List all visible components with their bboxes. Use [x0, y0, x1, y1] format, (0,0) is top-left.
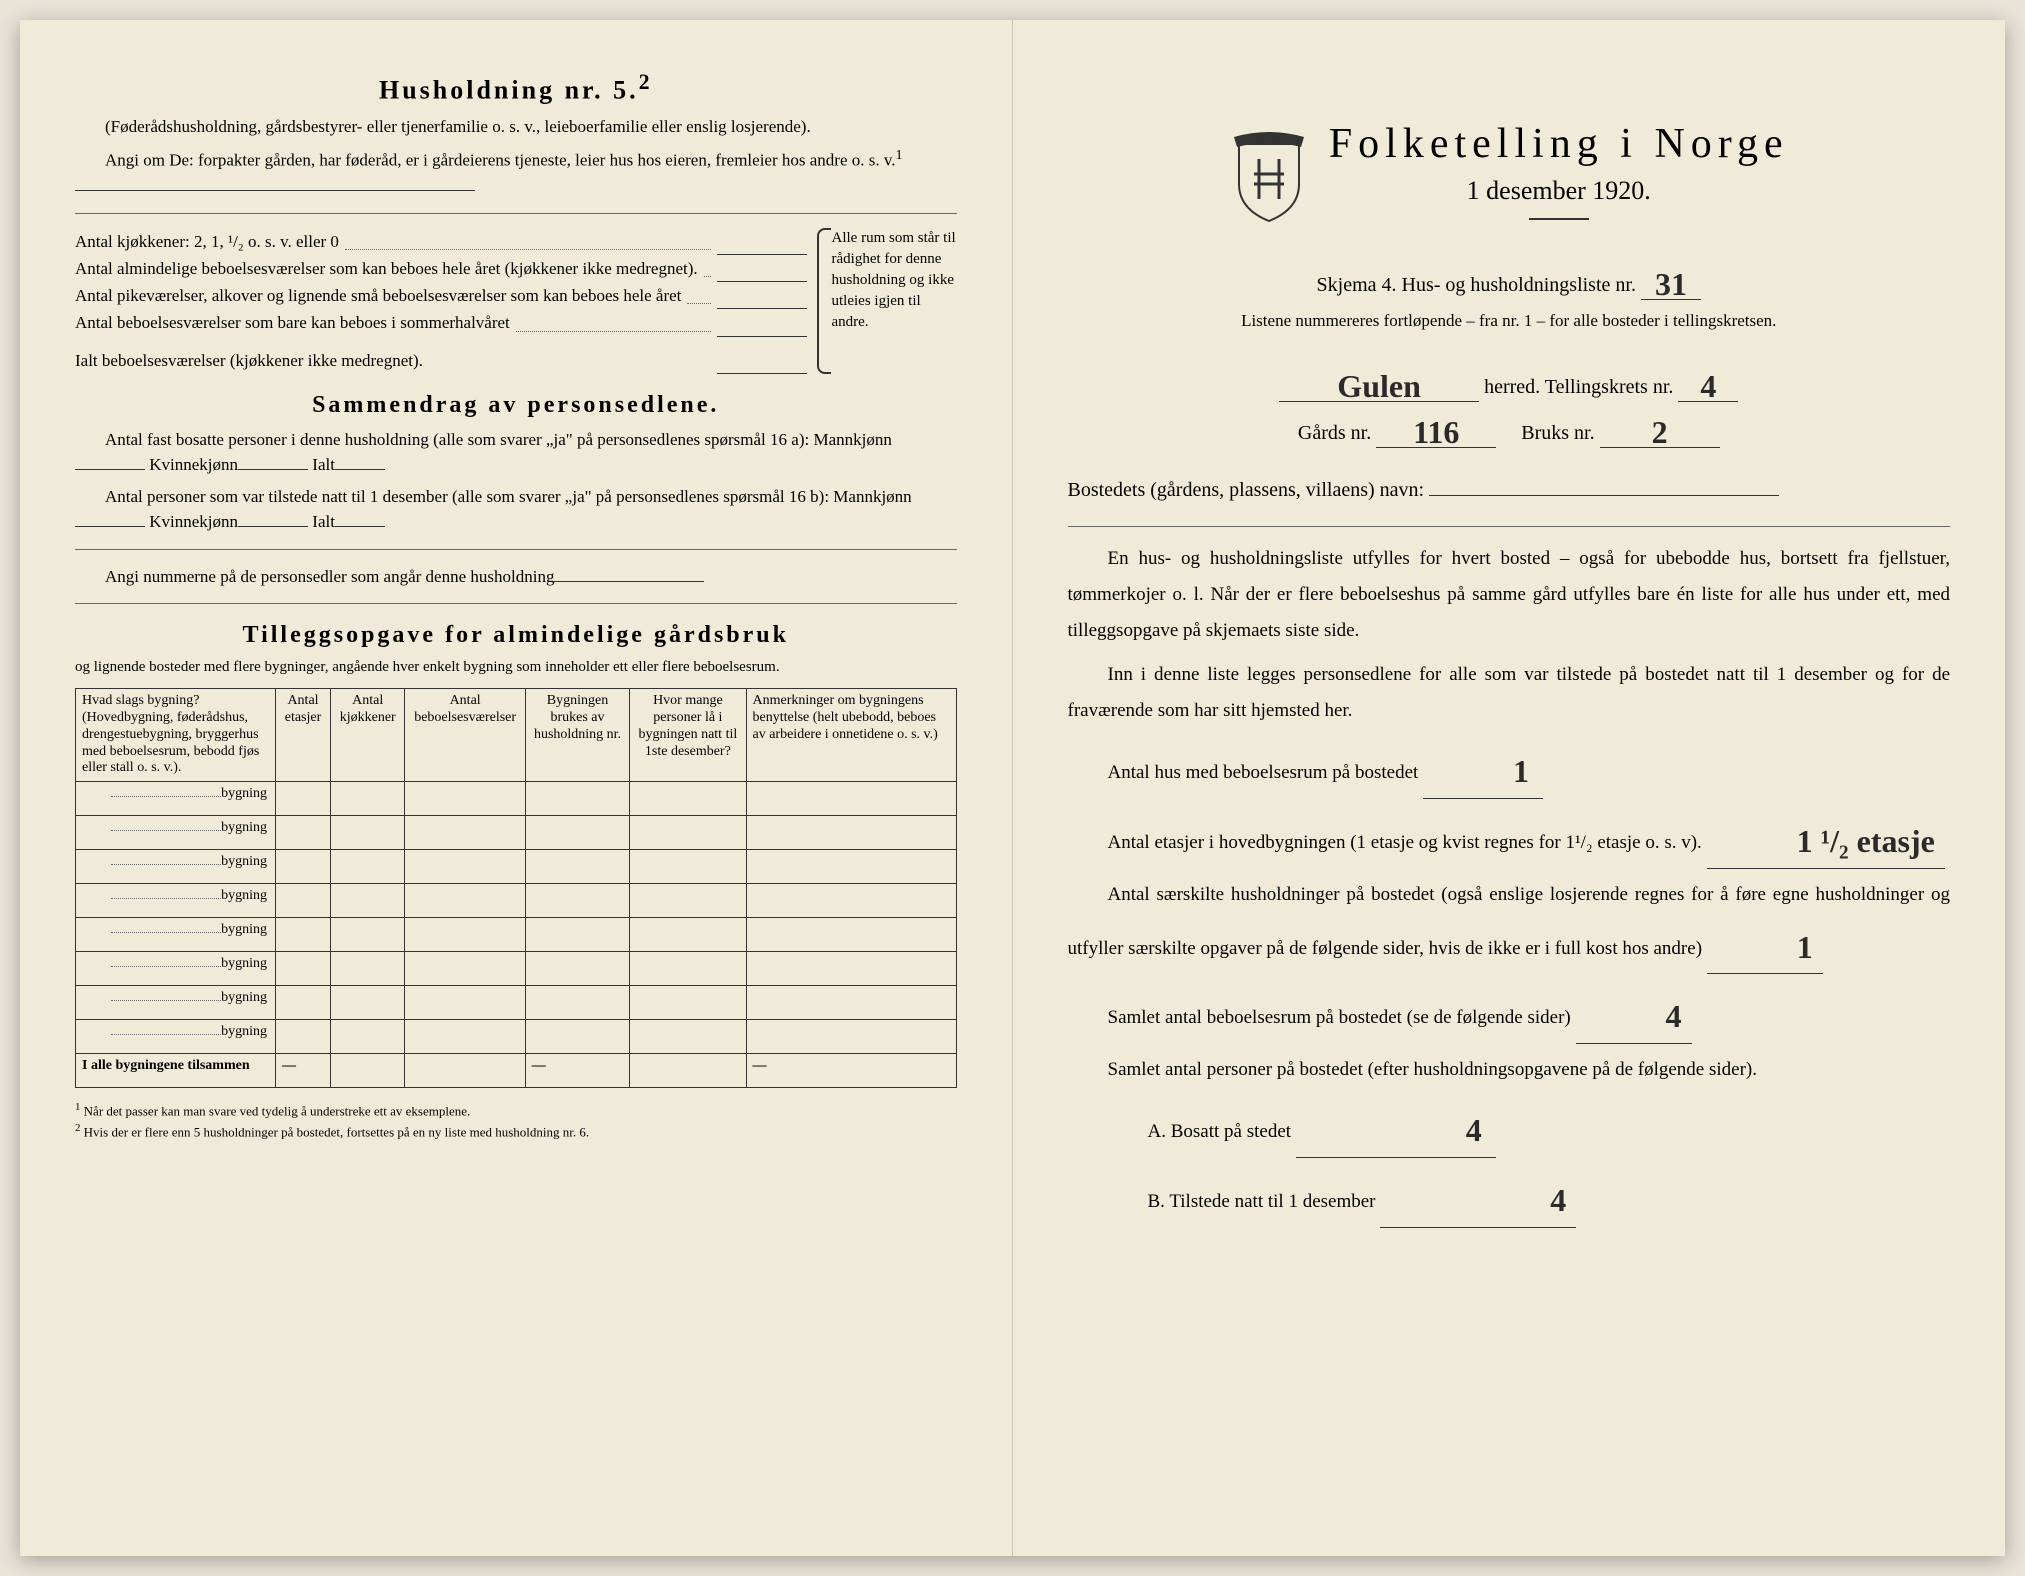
samm-line1: Antal fast bosatte personer i denne hush…: [75, 427, 957, 478]
liste-nr: 31: [1645, 266, 1697, 303]
footnotes: 1 Når det passer kan man svare ved tydel…: [75, 1100, 957, 1141]
rooms-section: Antal kjøkkener: 2, 1, ¹/₂ o. s. v. elle…: [75, 228, 957, 374]
kjokken-label: Antal kjøkkener: 2, 1, ¹/₂ o. s. v. elle…: [75, 228, 339, 255]
antal-hus: 1: [1463, 741, 1539, 802]
table-row: bygning: [76, 952, 957, 986]
samlet-beb-val: 4: [1616, 986, 1692, 1047]
tillegg-sub: og lignende bosteder med flere bygninger…: [75, 657, 957, 678]
skjema-row: Skjema 4. Hus- og husholdningsliste nr. …: [1068, 262, 1951, 300]
right-page: Folketelling i Norge 1 desember 1920. Sk…: [1013, 20, 2006, 1556]
table-row: bygning: [76, 884, 957, 918]
col-vaerelser: Antal beboelsesværelser: [405, 689, 525, 782]
table-row: bygning: [76, 782, 957, 816]
title-row: Folketelling i Norge 1 desember 1920.: [1068, 120, 1951, 232]
body-text-1: En hus- og husholdningsliste utfylles fo…: [1068, 541, 1951, 649]
bruks-nr: 2: [1642, 414, 1678, 451]
table-row: bygning: [76, 1020, 957, 1054]
angi-text: Angi om De: forpakter gården, har føderå…: [75, 145, 957, 199]
pike-label: Antal pikeværelser, alkover og lignende …: [75, 282, 681, 309]
angi-nummer: Angi nummerne på de personsedler som ang…: [75, 564, 957, 590]
col-anmerkninger: Anmerkninger om bygningens benyttelse (h…: [746, 689, 956, 782]
col-bygning: Hvad slags bygning? (Hovedbygning, føder…: [76, 689, 276, 782]
saerskilte-row: Antal særskilte husholdninger på bostede…: [1068, 877, 1951, 975]
col-husholdning: Bygningen brukes av husholdning nr.: [525, 689, 629, 782]
bosatt-val: 4: [1376, 1100, 1492, 1161]
krets-nr: 4: [1690, 368, 1726, 405]
husholdning-subtitle: (Føderådshusholdning, gårdsbestyrer- ell…: [75, 114, 957, 140]
tillegg-table: Hvad slags bygning? (Hovedbygning, føder…: [75, 688, 957, 1088]
left-page: Husholdning nr. 5.2 (Føderådshusholdning…: [20, 20, 1013, 1556]
crest-icon: [1229, 129, 1309, 224]
table-row: bygning: [76, 986, 957, 1020]
samlet-beb-row: Samlet antal beboelsesrum på bostedet (s…: [1068, 982, 1951, 1044]
gards-nr: 116: [1403, 414, 1469, 451]
col-etasjer: Antal etasjer: [276, 689, 331, 782]
body-text-2: Inn i denne liste legges personsedlene f…: [1068, 657, 1951, 729]
husholdning-title: Husholdning nr. 5.2: [75, 70, 957, 106]
table-row: bygning: [76, 816, 957, 850]
ialt-label: Ialt beboelsesværelser (kjøkkener ikke m…: [75, 347, 423, 374]
table-sum-row: I alle bygningene tilsammen———: [76, 1054, 957, 1088]
bosted-row: Bostedets (gårdens, plassens, villaens) …: [1068, 468, 1951, 512]
herred-row: Gulen herred. Tellingskrets nr. 4: [1068, 364, 1951, 402]
etasjer-val: 1 ¹/₂ etasje: [1747, 811, 1945, 872]
tilstede-val: 4: [1460, 1170, 1576, 1231]
etasjer-row: Antal etasjer i hovedbygningen (1 etasje…: [1068, 807, 1951, 869]
sommer-label: Antal beboelsesværelser som bare kan beb…: [75, 309, 510, 336]
sammendrag-title: Sammendrag av personsedlene.: [75, 392, 957, 419]
main-title: Folketelling i Norge: [1329, 120, 1789, 168]
table-header-row: Hvad slags bygning? (Hovedbygning, føder…: [76, 689, 957, 782]
saerskilte-val: 1: [1747, 917, 1823, 978]
herred-name: Gulen: [1327, 368, 1431, 405]
bosatt-row: A. Bosatt på stedet 4: [1068, 1096, 1951, 1158]
census-date: 1 desember 1920.: [1329, 176, 1789, 206]
listene-note: Listene nummereres fortløpende – fra nr.…: [1068, 308, 1951, 334]
table-row: bygning: [76, 850, 957, 884]
census-document: Husholdning nr. 5.2 (Føderådshusholdning…: [20, 20, 2005, 1556]
col-kjokkener: Antal kjøkkener: [331, 689, 405, 782]
gards-row: Gårds nr. 116 Bruks nr. 2: [1068, 410, 1951, 448]
tilstede-row: B. Tilstede natt til 1 desember 4: [1068, 1166, 1951, 1228]
samm-line2: Antal personer som var tilstede natt til…: [75, 484, 957, 535]
antal-hus-row: Antal hus med beboelsesrum på bostedet 1: [1068, 737, 1951, 799]
samlet-pers-label: Samlet antal personer på bostedet (efter…: [1068, 1052, 1951, 1088]
col-personer: Hvor mange personer lå i bygningen natt …: [630, 689, 746, 782]
table-row: bygning: [76, 918, 957, 952]
brace-note: Alle rum som står til rådighet for denne…: [817, 228, 957, 374]
tillegg-title: Tilleggsopgave for almindelige gårdsbruk: [75, 622, 957, 649]
alm-label: Antal almindelige beboelsesværelser som …: [75, 255, 698, 282]
